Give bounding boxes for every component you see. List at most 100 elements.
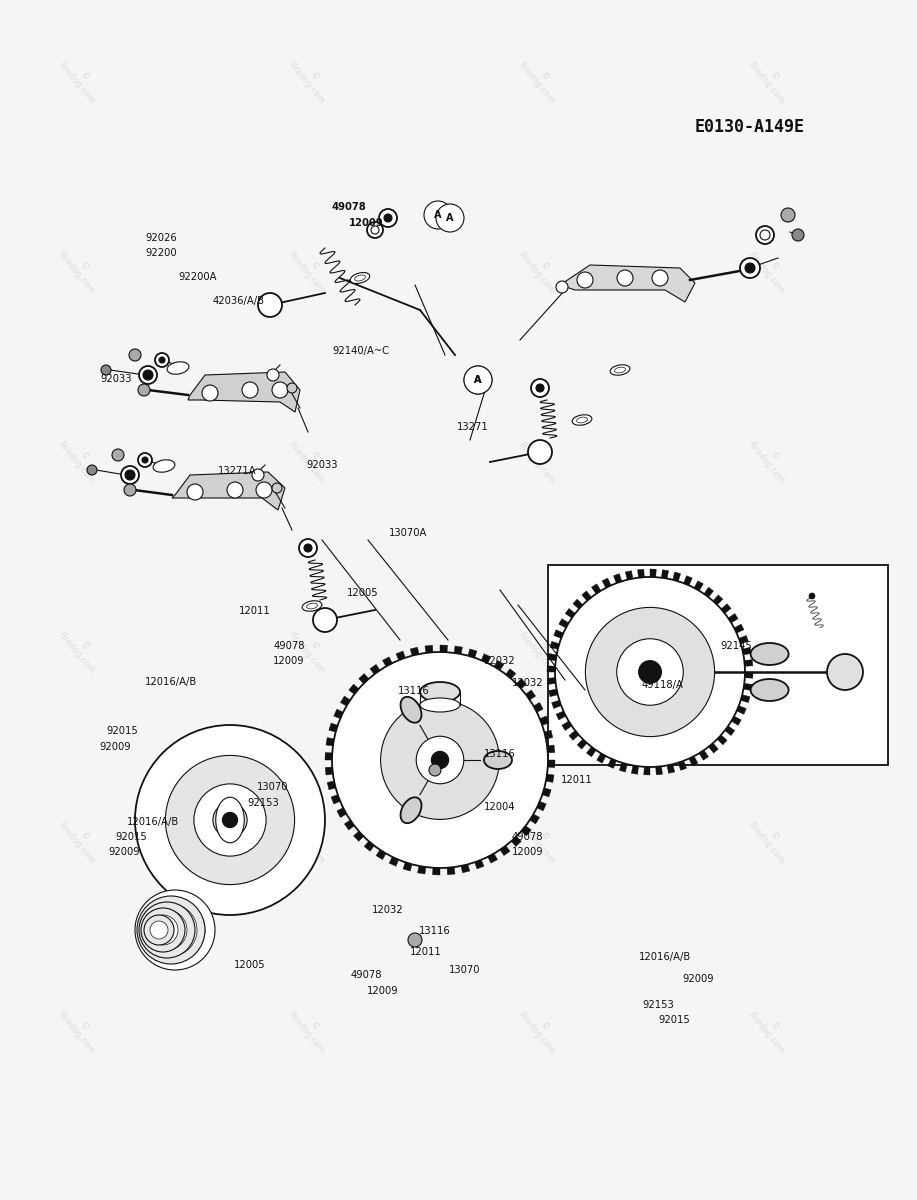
Text: A: A	[474, 374, 481, 385]
Polygon shape	[337, 808, 347, 817]
Circle shape	[464, 366, 492, 394]
Text: E0130-A149E: E0130-A149E	[695, 118, 805, 136]
Polygon shape	[728, 613, 738, 623]
Polygon shape	[511, 836, 522, 846]
Ellipse shape	[167, 361, 189, 374]
Circle shape	[143, 370, 153, 380]
Circle shape	[384, 214, 392, 222]
Text: 12016/A/B: 12016/A/B	[639, 952, 691, 961]
Ellipse shape	[215, 797, 244, 842]
Ellipse shape	[572, 415, 591, 425]
Text: 13070: 13070	[449, 965, 481, 974]
Text: ©
Firedog.com: © Firedog.com	[516, 54, 564, 106]
Polygon shape	[530, 814, 539, 824]
Circle shape	[313, 608, 337, 632]
Polygon shape	[581, 590, 591, 601]
Polygon shape	[632, 766, 638, 774]
Circle shape	[187, 484, 203, 500]
Polygon shape	[396, 652, 405, 660]
Text: 12005: 12005	[347, 588, 378, 598]
Polygon shape	[364, 841, 374, 851]
Polygon shape	[577, 739, 587, 749]
Circle shape	[429, 764, 441, 776]
Text: 12032: 12032	[484, 656, 515, 666]
Polygon shape	[548, 689, 558, 697]
Polygon shape	[619, 763, 627, 772]
Polygon shape	[534, 702, 543, 713]
Polygon shape	[736, 706, 746, 714]
Polygon shape	[679, 761, 687, 770]
Polygon shape	[554, 630, 563, 638]
Polygon shape	[433, 868, 440, 875]
Circle shape	[139, 902, 195, 958]
Polygon shape	[637, 569, 645, 577]
Circle shape	[138, 452, 152, 467]
Ellipse shape	[751, 679, 789, 701]
Text: ©
Firedog.com: © Firedog.com	[286, 244, 334, 296]
Text: ©
Firedog.com: © Firedog.com	[516, 244, 564, 296]
Circle shape	[165, 756, 294, 884]
Text: 92009: 92009	[99, 742, 130, 751]
Circle shape	[408, 934, 422, 947]
Circle shape	[617, 270, 633, 286]
Text: 12005: 12005	[234, 960, 265, 970]
Circle shape	[124, 484, 136, 496]
Circle shape	[756, 226, 774, 244]
Text: ©
Firedog.com: © Firedog.com	[56, 814, 104, 866]
Text: ©
Firedog.com: © Firedog.com	[516, 434, 564, 486]
Ellipse shape	[610, 365, 630, 376]
Circle shape	[617, 638, 683, 706]
Polygon shape	[689, 756, 698, 766]
Polygon shape	[488, 853, 498, 863]
Text: 13116: 13116	[419, 926, 451, 936]
Circle shape	[125, 470, 135, 480]
Polygon shape	[745, 660, 753, 666]
Text: 92033: 92033	[101, 374, 132, 384]
Polygon shape	[546, 774, 554, 782]
Polygon shape	[591, 584, 601, 594]
Polygon shape	[521, 826, 531, 836]
Circle shape	[101, 365, 111, 374]
Circle shape	[150, 922, 168, 938]
Polygon shape	[547, 654, 557, 660]
Text: 13271: 13271	[457, 422, 489, 432]
Polygon shape	[602, 578, 611, 588]
Polygon shape	[608, 758, 616, 768]
Polygon shape	[745, 672, 753, 678]
Polygon shape	[650, 569, 657, 577]
Polygon shape	[536, 802, 547, 811]
Text: 92015: 92015	[658, 1015, 691, 1025]
Circle shape	[272, 482, 282, 493]
Circle shape	[129, 349, 141, 361]
Circle shape	[379, 209, 397, 227]
Circle shape	[367, 222, 383, 238]
Polygon shape	[359, 673, 369, 684]
Circle shape	[577, 272, 593, 288]
Circle shape	[638, 660, 661, 683]
Polygon shape	[542, 788, 551, 797]
Polygon shape	[742, 647, 751, 655]
Text: 12032: 12032	[512, 678, 543, 688]
Circle shape	[792, 229, 804, 241]
Text: 12009: 12009	[512, 847, 543, 857]
Circle shape	[121, 466, 139, 484]
Circle shape	[332, 652, 548, 868]
Circle shape	[252, 469, 264, 481]
Polygon shape	[461, 864, 470, 872]
Polygon shape	[744, 684, 752, 690]
Text: 92026: 92026	[145, 233, 177, 242]
Text: 92033: 92033	[306, 460, 337, 469]
Text: ©
Firedog.com: © Firedog.com	[286, 624, 334, 676]
Polygon shape	[540, 716, 549, 725]
Circle shape	[299, 539, 317, 557]
Text: ©
Firedog.com: © Firedog.com	[56, 244, 104, 296]
Text: 12011: 12011	[561, 775, 593, 785]
Polygon shape	[721, 604, 731, 613]
Polygon shape	[741, 695, 750, 703]
Text: 92200: 92200	[145, 248, 176, 258]
Text: ©
Firedog.com: © Firedog.com	[516, 624, 564, 676]
Circle shape	[142, 457, 148, 463]
Polygon shape	[547, 760, 555, 768]
Polygon shape	[724, 726, 735, 736]
Polygon shape	[587, 746, 596, 757]
